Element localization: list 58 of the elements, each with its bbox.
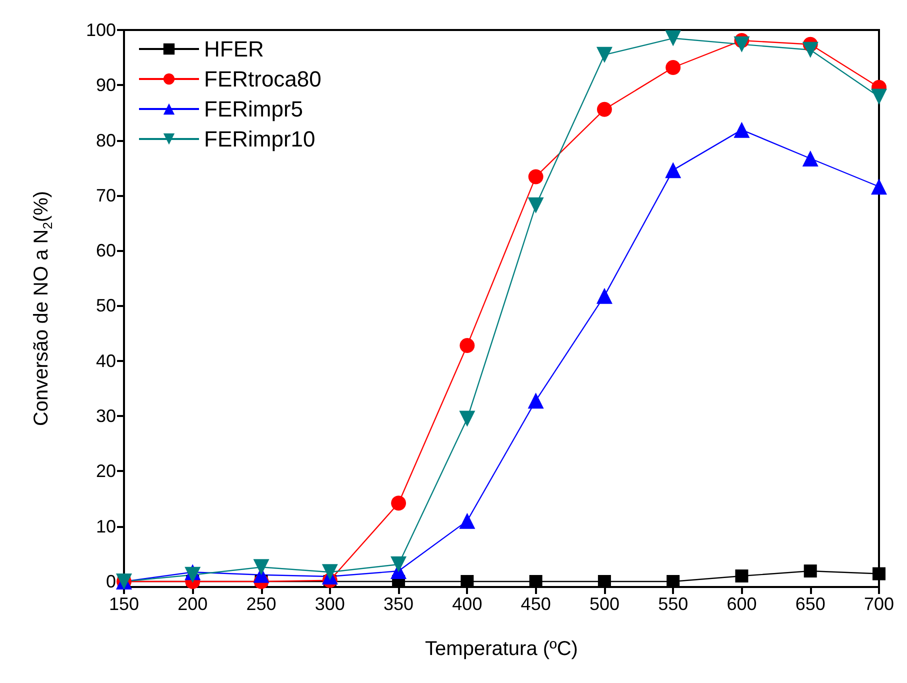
x-tick-label: 550 xyxy=(658,594,688,614)
point xyxy=(528,197,544,214)
y-tick-label: 20 xyxy=(96,461,116,482)
y-axis-title: Conversão de NO a N2(%) xyxy=(30,190,55,426)
x-tick-label: 600 xyxy=(726,594,757,614)
x-axis-title: Temperatura (ºC) xyxy=(425,638,578,660)
legend-label: HFER xyxy=(204,36,264,62)
point xyxy=(390,556,407,572)
x-tick-label: 400 xyxy=(452,594,482,614)
x-tick-label: 700 xyxy=(864,594,894,614)
x-tick-label: 150 xyxy=(108,594,140,614)
point xyxy=(666,574,680,588)
x-tick-label: 500 xyxy=(589,594,620,614)
point xyxy=(596,46,612,63)
point xyxy=(460,338,475,353)
point xyxy=(598,574,611,588)
y-tick-label: 10 xyxy=(96,516,116,536)
point xyxy=(391,496,406,511)
x-tick-label: 250 xyxy=(246,594,276,614)
point xyxy=(596,288,612,304)
legend-label: FERimpr5 xyxy=(204,96,304,122)
point xyxy=(596,102,612,117)
point xyxy=(802,150,818,166)
point xyxy=(734,36,750,52)
point xyxy=(666,60,681,75)
y-tick-label: 80 xyxy=(96,130,116,150)
y-tick-label: 0 xyxy=(106,571,116,592)
point xyxy=(322,564,338,580)
point xyxy=(460,574,474,588)
y-tick-label: 50 xyxy=(96,296,116,316)
x-tick-label: 300 xyxy=(314,594,345,614)
point xyxy=(665,162,682,178)
point xyxy=(802,42,818,58)
x-tick-label: 350 xyxy=(384,594,414,614)
y-tick-label: 60 xyxy=(96,240,116,261)
point xyxy=(528,169,544,184)
legend-label: FERtroca80 xyxy=(204,66,322,92)
point xyxy=(734,122,750,138)
y-tick-label: 40 xyxy=(96,350,116,371)
point xyxy=(529,574,542,588)
x-tick-label: 200 xyxy=(178,594,208,614)
point xyxy=(528,392,544,409)
x-tick-label: 450 xyxy=(520,594,551,614)
point xyxy=(665,30,682,46)
y-tick-label: 100 xyxy=(86,20,116,40)
point xyxy=(459,410,476,427)
point xyxy=(871,178,887,195)
y-tick-label: 70 xyxy=(96,185,116,206)
point xyxy=(735,569,748,582)
point xyxy=(872,567,886,580)
x-tick-label: 650 xyxy=(795,594,826,614)
y-tick-label: 30 xyxy=(96,406,116,426)
point xyxy=(804,564,817,578)
point xyxy=(871,88,887,105)
point xyxy=(459,512,476,529)
y-tick-label: 90 xyxy=(96,75,116,96)
point xyxy=(253,559,270,576)
legend-label: FERimpr10 xyxy=(204,126,316,152)
